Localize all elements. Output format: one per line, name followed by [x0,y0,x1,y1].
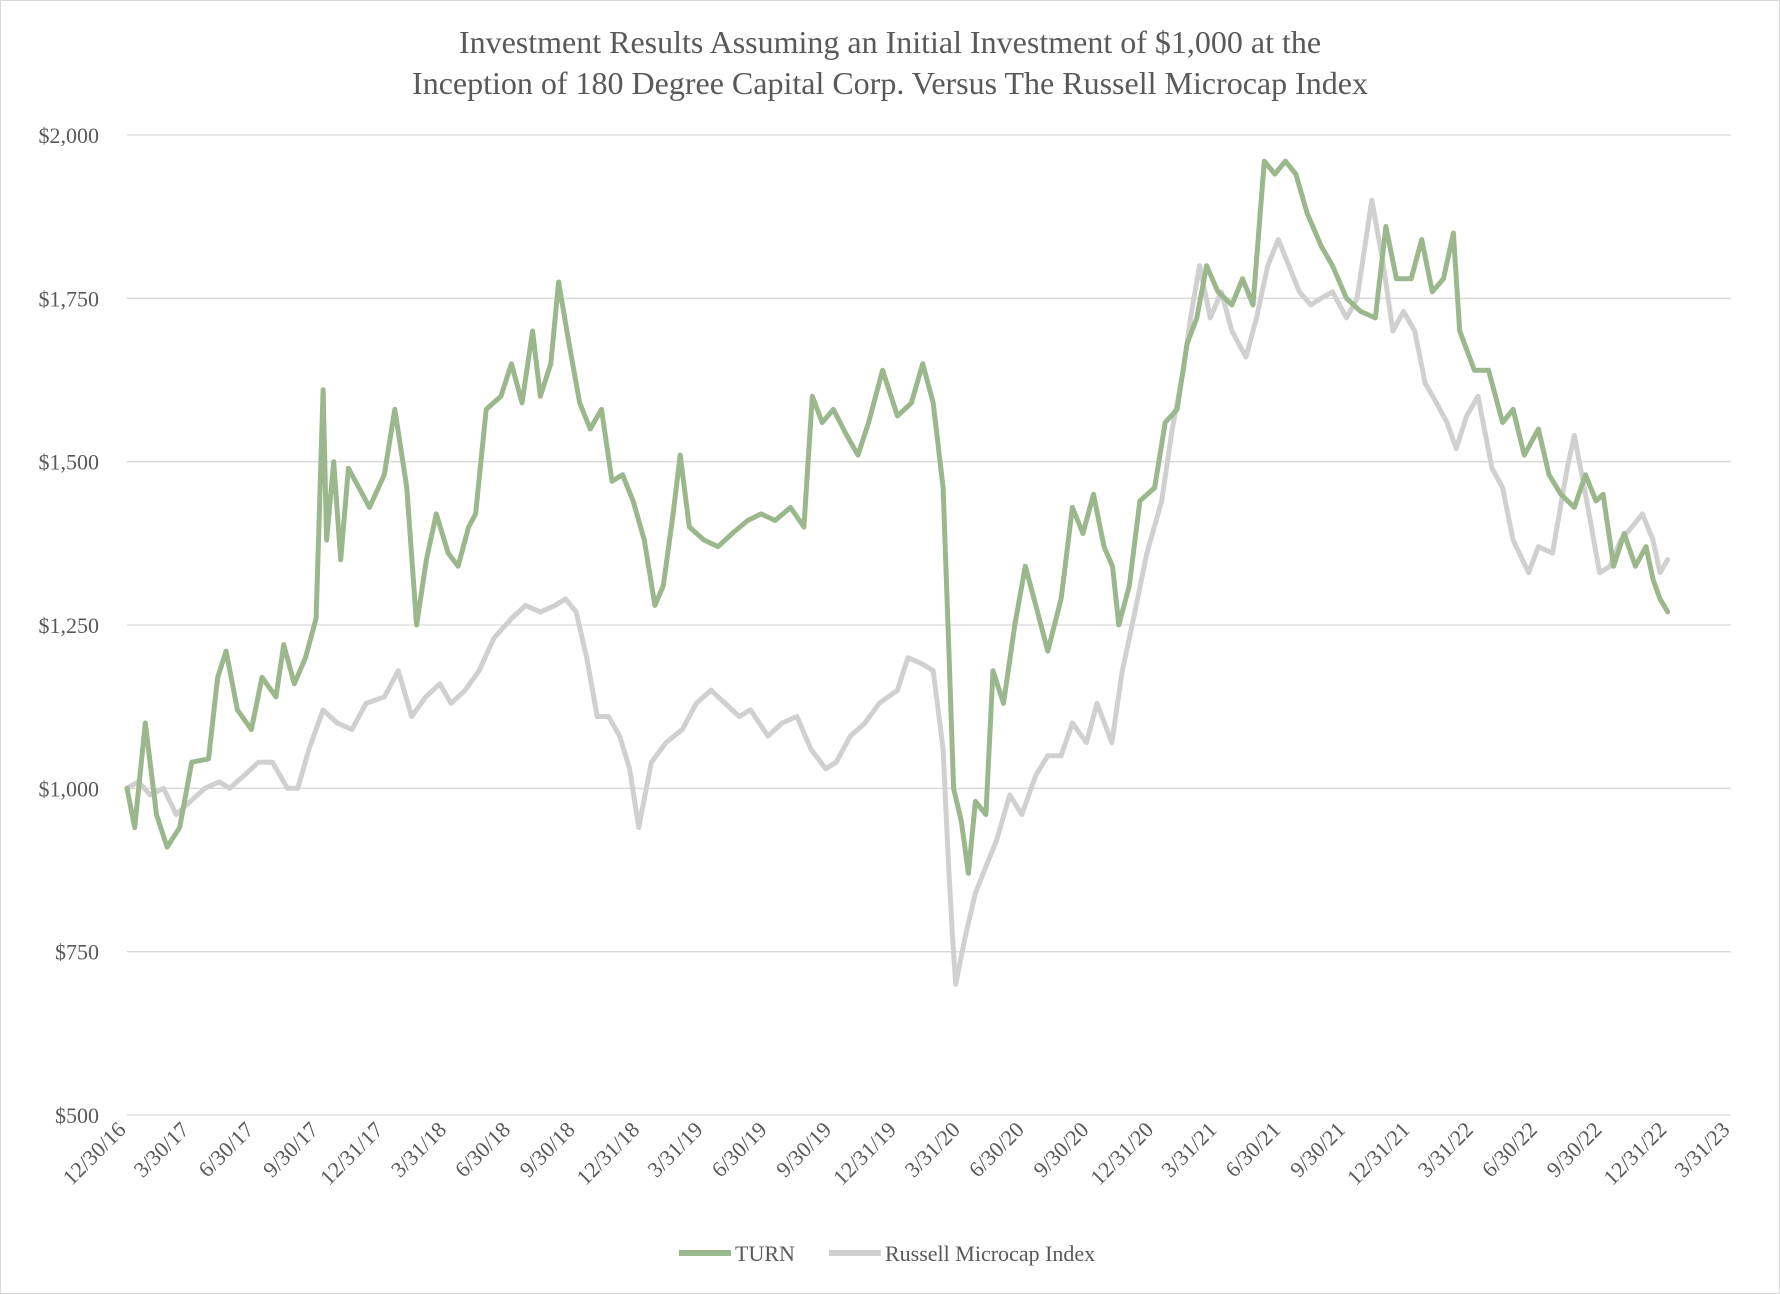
x-tick-label: 3/31/18 [386,1117,451,1182]
legend-label-russell-microcap: Russell Microcap Index [885,1241,1095,1266]
legend: TURN Russell Microcap Index [679,1241,1095,1266]
x-tick-label: 9/30/20 [1028,1117,1093,1182]
x-tick-label: 9/30/17 [258,1117,323,1182]
x-tick-label: 12/31/22 [1598,1117,1671,1190]
y-tick-label: $750 [55,940,99,965]
x-tick-label: 9/30/21 [1285,1117,1350,1182]
x-tick-label: 9/30/18 [514,1117,579,1182]
x-tick-label: 6/30/22 [1477,1117,1542,1182]
x-tick-label: 9/30/19 [771,1117,836,1182]
legend-label-turn: TURN [735,1241,795,1266]
x-tick-label: 3/31/19 [642,1117,707,1182]
y-tick-label: $500 [55,1103,99,1128]
x-tick-label: 3/30/17 [129,1117,194,1182]
gridlines [127,134,1731,1116]
y-axis-ticks: $500 $750 $1,000 $1,250 $1,500 $1,750 $2,000 [39,123,100,1128]
x-tick-label: 6/30/19 [706,1117,771,1182]
x-tick-label: 3/31/23 [1669,1117,1734,1182]
x-tick-label: 12/31/19 [828,1117,901,1190]
chart-title-line-1: Investment Results Assuming an Initial I… [459,24,1321,60]
x-tick-label: 12/31/17 [315,1117,388,1190]
y-tick-label: $1,750 [39,286,100,311]
x-tick-label: 3/31/22 [1413,1117,1478,1182]
series-lines [124,158,1671,987]
x-tick-label: 3/31/21 [1156,1117,1221,1182]
x-tick-label: 6/30/18 [450,1117,515,1182]
x-tick-label: 12/31/20 [1085,1117,1158,1190]
chart-title-line-2: Inception of 180 Degree Capital Corp. Ve… [412,65,1368,101]
x-tick-label: 6/30/21 [1220,1117,1285,1182]
x-axis-ticks: 12/30/163/30/17 6/30/17 9/30/1712/31/173/3… [58,1117,1735,1190]
series-line-turn [124,158,1671,876]
y-tick-label: $2,000 [39,123,100,148]
x-tick-label: 6/30/20 [964,1117,1029,1182]
y-tick-label: $1,000 [39,776,100,801]
series-line-russell-microcap [124,197,1671,987]
x-tick-label: 12/31/21 [1342,1117,1415,1190]
x-tick-label: 12/31/18 [571,1117,644,1190]
y-tick-label: $1,500 [39,450,100,475]
x-tick-label: 6/30/17 [193,1117,258,1182]
x-tick-label: 9/30/22 [1541,1117,1606,1182]
y-tick-label: $1,250 [39,613,100,638]
x-tick-label: 3/31/20 [900,1117,965,1182]
